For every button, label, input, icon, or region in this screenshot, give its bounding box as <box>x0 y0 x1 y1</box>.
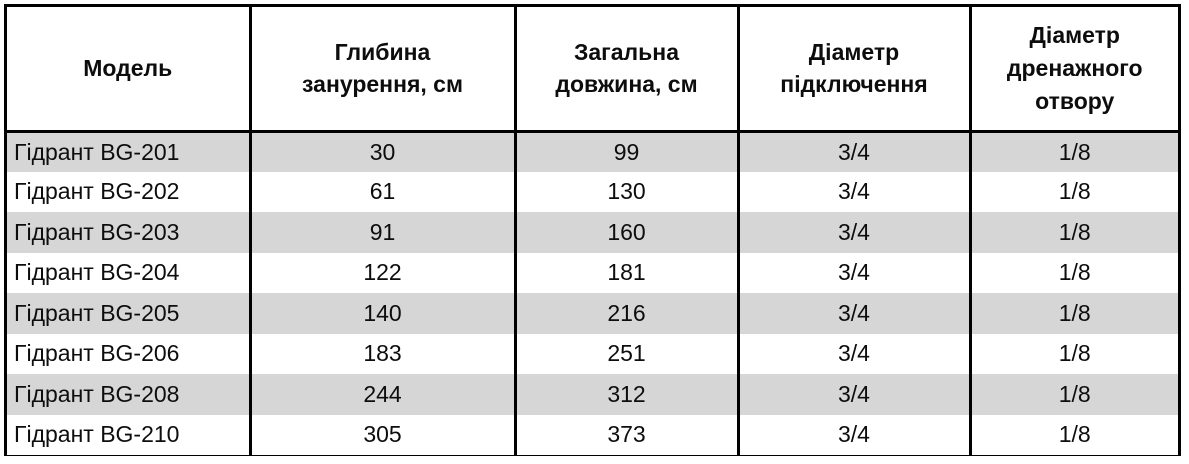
table-row: Гідрант BG-204 122 181 3/4 1/8 <box>7 252 1178 293</box>
cell-length: 160 <box>515 212 740 253</box>
cell-depth: 30 <box>250 131 517 172</box>
table-row: Гідрант BG-206 183 251 3/4 1/8 <box>7 333 1178 374</box>
table-header: Модель Глибина занурення, см Загальна до… <box>7 7 1178 133</box>
column-header-length: Загальна довжина, см <box>515 7 740 133</box>
table-row: Гідрант BG-205 140 216 3/4 1/8 <box>7 293 1178 334</box>
cell-depth: 91 <box>250 212 517 253</box>
column-header-depth-line2: занурення, см <box>302 71 463 98</box>
cell-depth: 61 <box>250 171 517 212</box>
table-row: Гідрант BG-202 61 130 3/4 1/8 <box>7 171 1178 212</box>
column-header-drain-line3: отвору <box>1035 87 1115 114</box>
cell-model: Гідрант BG-201 <box>7 131 252 172</box>
cell-length: 312 <box>515 374 740 415</box>
cell-drain-diameter: 1/8 <box>970 212 1178 253</box>
column-header-drain-diameter: Діаметр дренажного отвору <box>970 7 1178 133</box>
hydrant-spec-table: Модель Глибина занурення, см Загальна до… <box>7 7 1178 455</box>
column-header-model: Модель <box>7 7 252 133</box>
cell-model: Гідрант BG-210 <box>7 414 252 455</box>
table-row: Гідрант BG-203 91 160 3/4 1/8 <box>7 212 1178 253</box>
cell-length: 130 <box>515 171 740 212</box>
cell-length: 251 <box>515 333 740 374</box>
column-header-connection-line2: підключення <box>780 71 928 98</box>
cell-connection-diameter: 3/4 <box>738 414 972 455</box>
cell-drain-diameter: 1/8 <box>970 171 1178 212</box>
cell-depth: 122 <box>250 252 517 293</box>
cell-connection-diameter: 3/4 <box>738 252 972 293</box>
cell-model: Гідрант BG-204 <box>7 252 252 293</box>
column-header-length-line2: довжина, см <box>555 71 698 98</box>
cell-length: 181 <box>515 252 740 293</box>
column-header-depth: Глибина занурення, см <box>250 7 517 133</box>
column-header-length-line1: Загальна <box>573 38 679 65</box>
cell-model: Гідрант BG-206 <box>7 333 252 374</box>
table-row: Гідрант BG-208 244 312 3/4 1/8 <box>7 374 1178 415</box>
cell-model: Гідрант BG-208 <box>7 374 252 415</box>
cell-drain-diameter: 1/8 <box>970 374 1178 415</box>
cell-connection-diameter: 3/4 <box>738 212 972 253</box>
cell-depth: 244 <box>250 374 517 415</box>
column-header-model-label: Модель <box>83 54 173 81</box>
cell-drain-diameter: 1/8 <box>970 333 1178 374</box>
cell-depth: 183 <box>250 333 517 374</box>
column-header-drain-line1: Діаметр <box>1029 22 1120 49</box>
cell-drain-diameter: 1/8 <box>970 293 1178 334</box>
table-body: Гідрант BG-201 30 99 3/4 1/8 Гідрант BG-202 61… <box>7 131 1178 455</box>
column-header-connection-line1: Діаметр <box>808 38 900 65</box>
cell-model: Гідрант BG-203 <box>7 212 252 253</box>
cell-drain-diameter: 1/8 <box>970 252 1178 293</box>
spec-table-container: Модель Глибина занурення, см Загальна до… <box>4 4 1181 456</box>
cell-drain-diameter: 1/8 <box>970 131 1178 172</box>
cell-connection-diameter: 3/4 <box>738 293 972 334</box>
cell-length: 99 <box>515 131 740 172</box>
column-header-drain-line2: дренажного <box>1006 54 1143 81</box>
column-header-depth-line1: Глибина <box>334 38 431 65</box>
cell-model: Гідрант BG-202 <box>7 171 252 212</box>
cell-depth: 140 <box>250 293 517 334</box>
cell-connection-diameter: 3/4 <box>738 171 972 212</box>
column-header-connection-diameter: Діаметр підключення <box>738 7 972 133</box>
cell-connection-diameter: 3/4 <box>738 131 972 172</box>
header-row: Модель Глибина занурення, см Загальна до… <box>7 7 1178 133</box>
table-row: Гідрант BG-210 305 373 3/4 1/8 <box>7 414 1178 455</box>
cell-length: 216 <box>515 293 740 334</box>
cell-connection-diameter: 3/4 <box>738 333 972 374</box>
cell-length: 373 <box>515 414 740 455</box>
cell-connection-diameter: 3/4 <box>738 374 972 415</box>
cell-model: Гідрант BG-205 <box>7 293 252 334</box>
table-row: Гідрант BG-201 30 99 3/4 1/8 <box>7 131 1178 172</box>
cell-depth: 305 <box>250 414 517 455</box>
cell-drain-diameter: 1/8 <box>970 414 1178 455</box>
